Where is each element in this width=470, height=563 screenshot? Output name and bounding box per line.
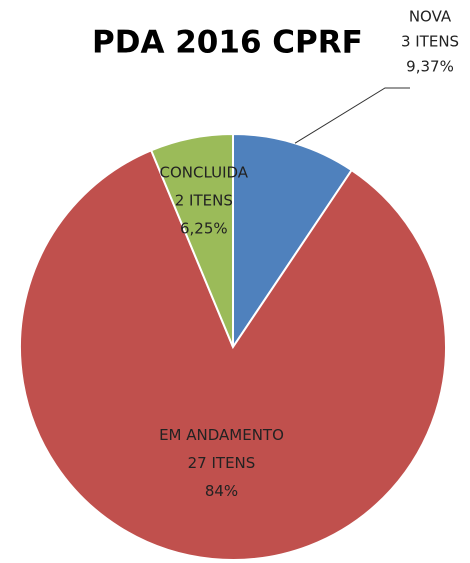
slice-label: CONCLUIDA: [160, 163, 249, 181]
slice-label: 9,37%: [406, 58, 454, 76]
chart-title: PDA 2016 CPRF: [92, 25, 363, 61]
slice-label: 3 ITENS: [401, 33, 459, 51]
pie-slice: [19, 149, 447, 561]
slice-label: 6,25%: [180, 219, 228, 237]
pie-slice: [149, 132, 234, 348]
pie-slice: [232, 132, 354, 351]
leader-line: [294, 87, 410, 144]
slice-label: 27 ITENS: [188, 454, 256, 472]
slice-label: EM ANDAMENTO: [159, 426, 284, 444]
slice-label: NOVA: [409, 8, 452, 26]
slice-label: 2 ITENS: [175, 191, 233, 209]
slice-label: 84%: [205, 482, 238, 500]
